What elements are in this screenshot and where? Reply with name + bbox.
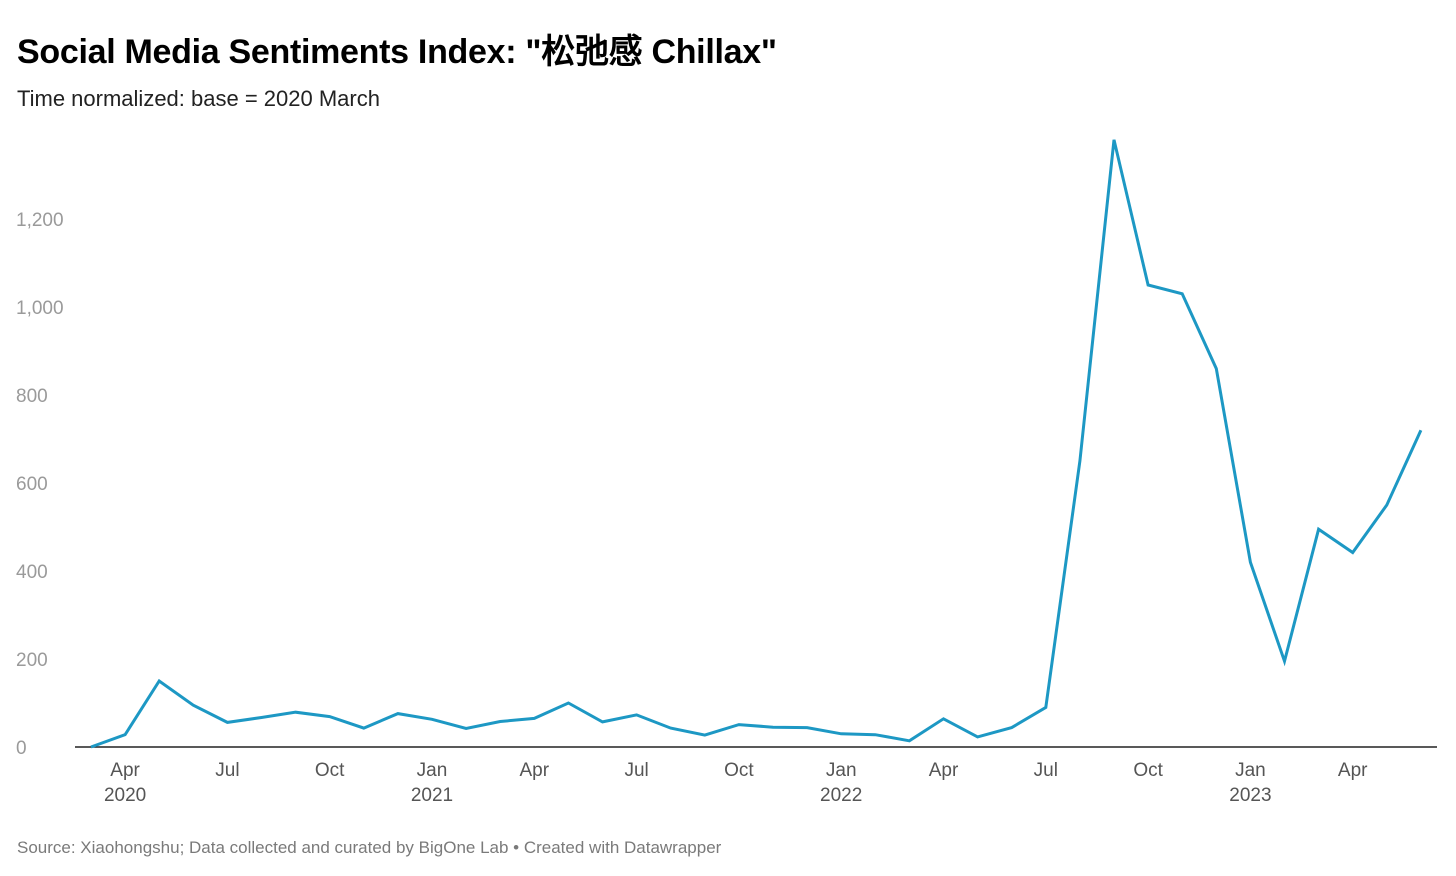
plot-area	[90, 139, 1423, 749]
y-tick-label: 1,200	[16, 210, 64, 231]
x-tick-label: Apr	[110, 760, 140, 781]
x-tick-year-label: 2023	[1229, 785, 1271, 806]
x-tick-year-label: 2021	[411, 785, 453, 806]
x-tick-label: Apr	[1338, 760, 1368, 781]
x-tick-year-label: 2022	[820, 785, 862, 806]
x-tick-label: Jan	[1235, 760, 1266, 781]
x-tick-label: Apr	[520, 760, 550, 781]
chart-title: Social Media Sentiments Index: "松弛感 Chil…	[17, 33, 777, 71]
y-axis: 0 200 400 600 800 1,000 1,200	[16, 210, 64, 759]
y-tick-label: 600	[16, 474, 48, 495]
x-tick-label: Jan	[826, 760, 857, 781]
x-tick-label: Oct	[1133, 760, 1163, 781]
chart-subtitle: Time normalized: base = 2020 March	[17, 86, 380, 111]
y-tick-label: 1,000	[16, 298, 64, 319]
x-tick-label: Jan	[417, 760, 448, 781]
x-tick-label: Oct	[724, 760, 754, 781]
x-tick-label: Jul	[215, 760, 239, 781]
x-tick-label: Jul	[1034, 760, 1058, 781]
series-line	[90, 139, 1423, 749]
y-tick-label: 400	[16, 562, 48, 583]
x-tick-year-label: 2020	[104, 785, 146, 806]
source-footer: Source: Xiaohongshu; Data collected and …	[17, 838, 722, 857]
x-axis: Apr 2020 Jul Oct Jan 2021 Apr Jul Oct Jan 2022 Apr J…	[75, 746, 1437, 806]
y-tick-label: 0	[16, 738, 27, 759]
y-tick-label: 200	[16, 650, 48, 671]
y-tick-label: 800	[16, 386, 48, 407]
line-chart: 0 200 400 600 800 1,000 1,200 Apr 2020 Jul Oct Jan…	[16, 139, 1437, 806]
x-tick-label: Oct	[315, 760, 345, 781]
x-tick-label: Apr	[929, 760, 959, 781]
x-tick-label: Jul	[624, 760, 648, 781]
